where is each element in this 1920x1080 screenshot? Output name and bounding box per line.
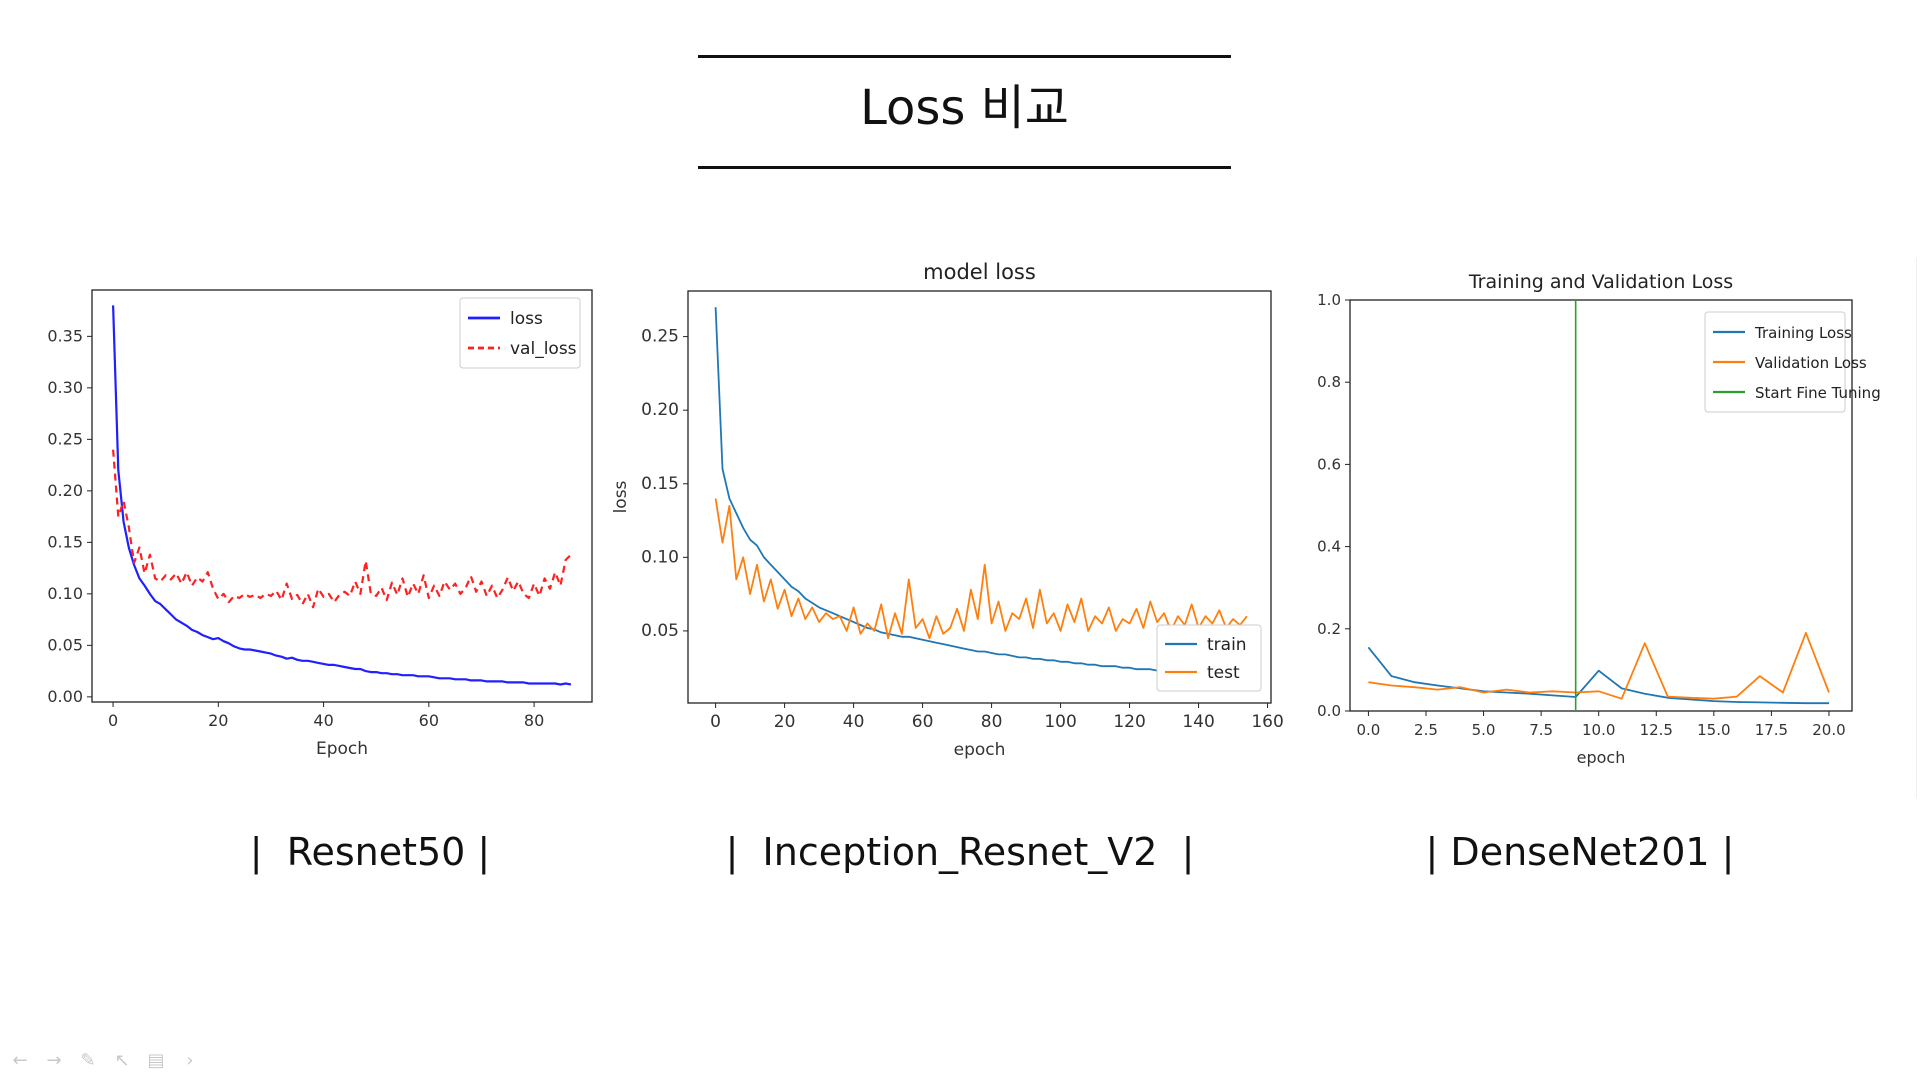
slide-title: Loss 비교 xyxy=(860,80,1069,136)
slide-edge-line xyxy=(1916,258,1917,798)
y-tick-label: 0.0 xyxy=(1317,702,1341,720)
x-tick-label: 120 xyxy=(1113,712,1145,732)
caption-inception-resnet-v2: | Inception_Resnet_V2 | xyxy=(725,830,1195,874)
y-tick-label: 0.4 xyxy=(1317,538,1341,556)
legend-label-1: test xyxy=(1207,663,1240,683)
x-tick-label: 15.0 xyxy=(1697,721,1730,739)
x-tick-label: 60 xyxy=(912,712,934,732)
x-tick-label: 0.0 xyxy=(1356,721,1380,739)
densenet-chart-svg: 0.0 2.5 5.0 7.5 10.0 12.5 15.0 17.5 20.0 0.0 0.2 0.… xyxy=(1317,271,1881,767)
y-tick-label: 0.25 xyxy=(641,327,679,347)
y-tick-label: 0.15 xyxy=(47,532,83,551)
legend-label-0: loss xyxy=(510,309,543,329)
y-tick-label: 0.6 xyxy=(1317,455,1341,473)
x-tick-label: 5.0 xyxy=(1472,721,1496,739)
resnet50-loss-chart: 0 20 40 60 80 0.00 0.05 0.10 0.15 0.20 0.25 0.30 0.3… xyxy=(30,280,610,780)
title-top-rule xyxy=(698,55,1231,58)
slides-icon[interactable]: ▤ xyxy=(147,1050,165,1071)
x-tick-label: 20.0 xyxy=(1812,721,1845,739)
y-tick-label: 0.05 xyxy=(47,635,83,654)
x-tick-label: 100 xyxy=(1044,712,1076,732)
series-line-1 xyxy=(714,498,1248,640)
legend-label-0: train xyxy=(1207,635,1247,655)
caption-resnet50: | Resnet50 | xyxy=(249,830,491,874)
arrow-right-icon[interactable]: → xyxy=(46,1050,62,1071)
legend-box xyxy=(459,297,581,369)
x-tick-label: 7.5 xyxy=(1529,721,1553,739)
legend-label-1: Validation Loss xyxy=(1755,354,1867,372)
series-line-1 xyxy=(1368,631,1830,700)
x-tick-label: 10.0 xyxy=(1582,721,1615,739)
x-tick-label: 20 xyxy=(774,712,796,732)
x-axis-label: epoch xyxy=(954,740,1006,760)
legend-label-2: Start Fine Tuning xyxy=(1755,384,1881,402)
y-tick-label: 0.2 xyxy=(1317,620,1341,638)
y-tick-label: 0.35 xyxy=(47,326,83,345)
series-line-0 xyxy=(112,305,572,686)
chart-title: model loss xyxy=(923,260,1036,284)
x-tick-label: 12.5 xyxy=(1640,721,1673,739)
y-tick-label: 0.20 xyxy=(47,481,83,500)
x-tick-label: 80 xyxy=(524,711,544,730)
pointer-icon[interactable]: ↖ xyxy=(114,1050,130,1071)
inception-chart-svg: 0 20 40 60 80 100 120 140 160 0.05 0.10 0.15 0.20 0.2… xyxy=(611,260,1284,760)
chevron-right-icon[interactable]: › xyxy=(186,1050,194,1071)
x-axis-label: Epoch xyxy=(316,739,368,759)
series-line-0 xyxy=(1367,646,1829,705)
x-tick-label: 140 xyxy=(1182,712,1214,732)
y-tick-label: 0.00 xyxy=(47,687,83,706)
y-tick-label: 0.20 xyxy=(641,400,679,420)
x-tick-label: 40 xyxy=(313,711,333,730)
y-tick-label: 1.0 xyxy=(1317,291,1341,309)
legend-label-0: Training Loss xyxy=(1754,324,1852,342)
y-tick-label: 0.10 xyxy=(641,547,679,567)
y-tick-label: 0.8 xyxy=(1317,373,1341,391)
x-tick-label: 40 xyxy=(843,712,865,732)
x-tick-label: 160 xyxy=(1251,712,1283,732)
arrow-left-icon[interactable]: ← xyxy=(12,1050,28,1071)
y-tick-label: 0.25 xyxy=(47,429,83,448)
y-tick-label: 0.15 xyxy=(641,474,679,494)
x-tick-label: 17.5 xyxy=(1755,721,1788,739)
chart-title: Training and Validation Loss xyxy=(1468,271,1733,293)
caption-densenet201: | DenseNet201 | xyxy=(1425,830,1735,874)
legend-box xyxy=(1704,311,1846,413)
presentation-nav: ← → ✎ ↖ ▤ › xyxy=(10,1050,200,1071)
x-tick-label: 20 xyxy=(208,711,228,730)
y-axis-label: loss xyxy=(611,480,631,513)
pen-icon[interactable]: ✎ xyxy=(80,1050,96,1071)
x-tick-label: 80 xyxy=(981,712,1003,732)
title-bottom-rule xyxy=(698,166,1231,169)
y-tick-label: 0.30 xyxy=(47,378,83,397)
densenet201-loss-chart: 0.0 2.5 5.0 7.5 10.0 12.5 15.0 17.5 20.0 0.0 0.2 0.… xyxy=(1300,255,1881,795)
series-line-1 xyxy=(112,449,572,609)
x-tick-label: 0 xyxy=(710,712,721,732)
y-tick-label: 0.10 xyxy=(47,584,83,603)
legend-label-1: val_loss xyxy=(510,339,577,359)
x-axis-label: epoch xyxy=(1577,748,1626,767)
resnet50-chart-svg: 0 20 40 60 80 0.00 0.05 0.10 0.15 0.20 0.25 0.30 0.3… xyxy=(47,289,593,759)
x-tick-label: 0 xyxy=(108,711,118,730)
legend-box xyxy=(1156,624,1262,692)
x-tick-label: 2.5 xyxy=(1414,721,1438,739)
x-tick-label: 60 xyxy=(419,711,439,730)
inception-resnet-v2-loss-chart: 0 20 40 60 80 100 120 140 160 0.05 0.10 0.15 0.20 0.2… xyxy=(600,250,1300,780)
y-tick-label: 0.05 xyxy=(641,621,679,641)
